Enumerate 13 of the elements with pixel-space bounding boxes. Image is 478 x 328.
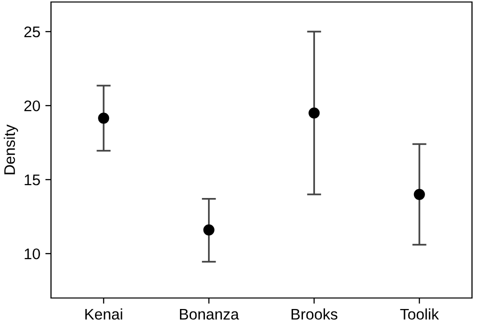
x-tick-label: Bonanza bbox=[180, 308, 240, 320]
point bbox=[203, 224, 214, 236]
point bbox=[308, 107, 320, 119]
x-tick-label: Kenai bbox=[85, 308, 122, 320]
y-tick-label: 25 bbox=[24, 26, 40, 38]
y-axis-title: Density bbox=[4, 124, 18, 174]
y-tick-label: 20 bbox=[24, 100, 40, 112]
x-tick-label: Toolik bbox=[400, 308, 439, 320]
x-tick-label: Brooks bbox=[292, 308, 338, 320]
y-tick-label: 10 bbox=[24, 248, 40, 260]
y-tick-label: 15 bbox=[24, 174, 40, 186]
point bbox=[98, 112, 110, 124]
point bbox=[414, 188, 425, 200]
